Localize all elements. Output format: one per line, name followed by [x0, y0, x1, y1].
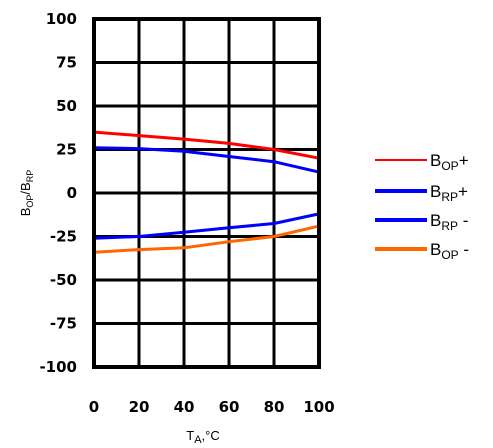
x-tick-label: 80	[264, 398, 285, 416]
y-tick-label: 25	[56, 141, 77, 159]
x-tick-label: 100	[303, 398, 334, 416]
series-line-1	[93, 130, 320, 160]
x-tick-label: 0	[89, 398, 99, 416]
y-tick-label: -75	[50, 315, 77, 333]
series-lines	[93, 130, 320, 254]
series-line-3	[93, 212, 320, 240]
legend-label: BOP+	[430, 151, 469, 173]
y-tick-labels: 100 75 50 25 0 -25 -50 -75 -100	[39, 10, 77, 376]
y-tick-label: -100	[39, 358, 77, 376]
y-axis-label: BOP/BRP	[18, 170, 35, 217]
x-axis-label: TA,°C	[186, 428, 220, 446]
legend: BOP+ BRP+ BRP - BOP -	[375, 151, 469, 262]
legend-label: BRP+	[430, 182, 468, 204]
plot-frame	[92, 17, 321, 369]
x-tick-label: 40	[174, 398, 195, 416]
y-tick-label: 50	[56, 97, 77, 115]
x-tick-label: 20	[129, 398, 150, 416]
series-line-4	[93, 224, 320, 254]
grid	[92, 17, 321, 369]
y-tick-label: 0	[67, 184, 77, 202]
y-tick-label: 100	[46, 10, 77, 28]
legend-label: BOP -	[430, 240, 469, 262]
x-tick-labels: 0 20 40 60 80 100	[89, 398, 335, 416]
x-tick-label: 60	[219, 398, 240, 416]
legend-label: BRP -	[430, 211, 468, 233]
y-tick-label: -50	[50, 271, 77, 289]
y-tick-label: -25	[50, 228, 77, 246]
y-tick-label: 75	[56, 54, 77, 72]
series-line-2	[93, 146, 320, 174]
